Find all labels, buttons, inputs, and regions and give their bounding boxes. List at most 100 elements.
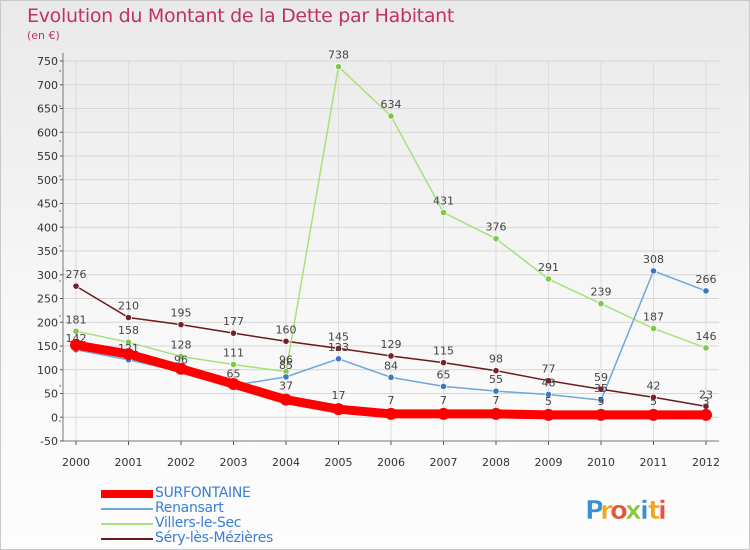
data-label: 65: [437, 368, 451, 381]
data-point: [544, 390, 553, 399]
data-label: 7: [388, 394, 395, 407]
data-point: [597, 300, 605, 308]
data-point: [385, 407, 397, 420]
unit-label: (en €): [27, 29, 60, 42]
y-tick-label: 550: [37, 150, 58, 163]
y-tick-label: 50: [44, 388, 58, 401]
legend-item: Renansart: [101, 500, 361, 516]
data-point: [649, 324, 658, 333]
data-label: 158: [118, 324, 139, 337]
data-label: 84: [384, 359, 398, 372]
legend-label: Renansart: [155, 500, 224, 516]
data-label: 177: [223, 315, 244, 328]
data-point: [175, 362, 187, 375]
data-point: [647, 408, 660, 421]
data-label: 77: [542, 363, 556, 376]
x-tick-label: 2006: [377, 456, 405, 469]
x-tick-label: 2007: [430, 456, 458, 469]
x-tick-label: 2005: [325, 456, 353, 469]
y-tick-label: 450: [37, 198, 58, 211]
y-tick-label: 500: [37, 174, 58, 187]
logo-letter: i: [658, 496, 667, 526]
logo-letter: r: [600, 496, 613, 526]
x-tick-label: 2000: [62, 456, 90, 469]
legend-swatch: [101, 523, 153, 525]
series-points: [70, 63, 712, 421]
data-point: [649, 393, 658, 401]
data-point: [282, 373, 290, 381]
data-label: 187: [643, 310, 664, 323]
data-point: [439, 208, 448, 217]
data-label: 123: [328, 341, 349, 354]
y-tick-label: 150: [37, 340, 58, 353]
data-label: 48: [542, 376, 556, 389]
legend-swatch: [101, 508, 153, 510]
data-point: [280, 393, 292, 406]
data-label: 115: [433, 345, 454, 358]
data-label: 59: [594, 371, 608, 384]
data-label: 266: [696, 273, 717, 286]
data-label: 738: [328, 49, 349, 62]
data-point: [229, 360, 238, 369]
y-tick-label: 350: [37, 245, 58, 258]
legend-swatch: [101, 490, 153, 498]
logo-letter: o: [610, 496, 628, 526]
chart-title: Evolution du Montant de la Dette par Hab…: [27, 5, 455, 27]
data-label: 7: [493, 394, 500, 407]
data-point: [334, 63, 343, 71]
data-point: [544, 377, 553, 385]
data-label: 65: [227, 367, 241, 380]
logo-letter: i: [640, 496, 649, 526]
legend-label: Villers-le-Sec: [155, 515, 242, 531]
data-point: [72, 282, 80, 290]
x-tick-label: 2010: [587, 456, 615, 469]
y-tick-label: 600: [37, 126, 58, 139]
data-point: [177, 352, 185, 361]
data-label: 55: [489, 373, 503, 386]
data-point: [334, 344, 343, 352]
data-label: 35: [594, 382, 608, 395]
data-point: [702, 344, 710, 352]
y-tick-label: -50: [40, 435, 58, 448]
legend-item: Séry-lès-Mézières: [101, 530, 361, 546]
data-point: [332, 403, 345, 416]
y-tick-label: 250: [37, 293, 58, 306]
data-point: [702, 287, 710, 295]
data-label: 376: [486, 221, 507, 234]
data-point: [124, 338, 133, 346]
data-label: 98: [489, 353, 503, 366]
data-label: 431: [433, 195, 454, 208]
y-tick-label: 400: [37, 221, 58, 234]
data-label: 146: [696, 330, 717, 343]
y-tick-label: 750: [37, 55, 58, 68]
data-point: [387, 112, 395, 120]
data-point: [595, 408, 607, 421]
data-point: [649, 267, 658, 275]
data-point: [227, 378, 240, 390]
data-label: 23: [699, 388, 713, 401]
x-tick-label: 2003: [220, 456, 248, 469]
x-tick-label: 2002: [167, 456, 195, 469]
data-labels: 2762101951771601451291159877594223181158…: [66, 49, 717, 408]
data-label: 142: [66, 332, 87, 345]
x-tick-label: 2011: [640, 456, 668, 469]
data-label: 96: [174, 354, 188, 367]
data-point: [334, 355, 343, 363]
legend-item: SURFONTAINE: [101, 485, 361, 501]
data-point: [387, 352, 395, 360]
data-label: 85: [279, 359, 293, 372]
data-label: 181: [66, 313, 87, 326]
data-point: [597, 385, 605, 393]
data-point: [492, 387, 500, 395]
data-label: 129: [381, 338, 402, 351]
data-point: [542, 408, 555, 421]
logo-letter: x: [625, 496, 642, 526]
y-tick-label: 700: [37, 79, 58, 92]
legend-label: SURFONTAINE: [155, 485, 251, 501]
data-label: 210: [118, 300, 139, 313]
data-label: 160: [276, 323, 297, 336]
data-point: [229, 329, 238, 337]
data-label: 121: [118, 342, 139, 355]
